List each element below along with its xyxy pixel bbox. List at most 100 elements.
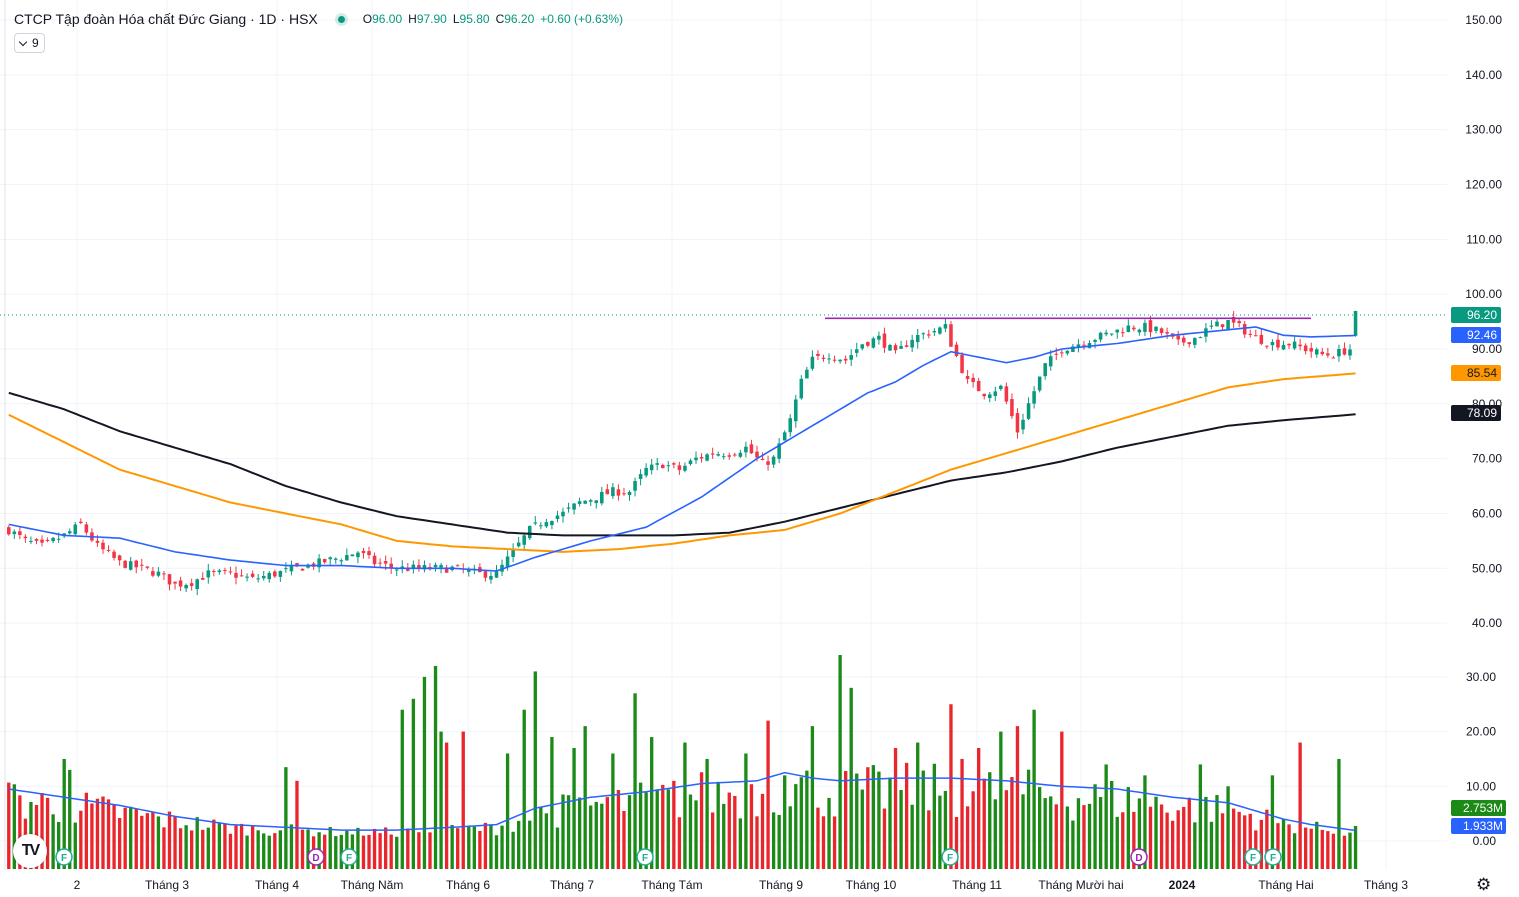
event-d-marker[interactable]: D (307, 848, 325, 866)
volume-bar (18, 795, 22, 869)
volume-bar (167, 811, 172, 869)
volume-bar (300, 829, 305, 869)
ma-long-badge-bg (1451, 405, 1501, 421)
event-f-marker[interactable]: F (55, 848, 73, 866)
x-tick-label: Tháng 9 (759, 878, 803, 892)
volume-bar (411, 698, 416, 869)
candle-body (788, 418, 793, 433)
event-f-marker[interactable]: F (941, 848, 959, 866)
candle-body (350, 554, 355, 557)
volume-bar (938, 795, 942, 869)
gear-icon[interactable]: ⚙ (1476, 875, 1492, 894)
volume-bar (428, 832, 432, 869)
candle-body (1314, 349, 1319, 355)
candle-body (356, 552, 360, 558)
volume-bar (140, 815, 144, 869)
volume-bar (511, 831, 515, 869)
candle-body (45, 539, 50, 541)
volume-bar (971, 791, 975, 869)
candle-body (694, 457, 698, 461)
candle-body (505, 556, 510, 568)
candle-body (444, 567, 449, 573)
volume-bar (400, 709, 404, 869)
volume-bar (1270, 775, 1275, 869)
volume-bar (1015, 726, 1020, 869)
x-tick-label: Tháng Mười hai (1038, 878, 1123, 892)
candle-body (223, 570, 227, 572)
volume-bar (456, 828, 460, 869)
indicators-toggle-button[interactable]: 9 (14, 33, 45, 53)
candle-body (1159, 328, 1164, 334)
candle-body (1265, 345, 1269, 347)
candle-body (1071, 346, 1075, 352)
volume-bar (766, 720, 770, 869)
candle-body (333, 558, 338, 560)
candle-body (234, 572, 238, 578)
symbol-title[interactable]: CTCP Tập đoàn Hóa chất Đức Giang · 1D · … (14, 11, 318, 27)
volume-bar (1187, 797, 1191, 869)
volume-bar (1165, 812, 1169, 869)
candle-body (250, 573, 255, 577)
event-f-marker[interactable]: F (1264, 848, 1282, 866)
volume-bar (134, 808, 138, 869)
price-tick-label: 110.00 (1466, 232, 1502, 246)
volume-bar (633, 693, 637, 869)
price-tick-label: 40.00 (1472, 616, 1502, 630)
volume-bar (95, 798, 100, 869)
volume-bar (212, 819, 216, 869)
candle-body (655, 463, 659, 465)
close-key: C (495, 12, 505, 26)
candle-body (1004, 386, 1009, 402)
volume-bar (982, 778, 986, 869)
candle-body (295, 563, 299, 567)
event-f-marker[interactable]: F (1244, 848, 1262, 866)
candle-body (1242, 324, 1247, 335)
candle-body (927, 334, 931, 336)
volume-bar (361, 835, 366, 869)
candle-body (1281, 344, 1286, 350)
volume-bar (594, 801, 598, 869)
candle-body (716, 454, 720, 456)
volume-bar (977, 748, 981, 869)
candle-body (317, 558, 321, 568)
volume-bar (1304, 827, 1308, 869)
candle-body (849, 355, 853, 360)
volume-bar (722, 803, 726, 869)
volume-bar (1121, 812, 1125, 869)
volume-bar (378, 833, 382, 869)
candle-body (1054, 353, 1059, 355)
volume-bar (566, 795, 571, 869)
event-f-marker[interactable]: F (340, 848, 358, 866)
volume-bar (1331, 833, 1336, 869)
event-f-marker[interactable]: F (636, 848, 654, 866)
candle-body (328, 557, 332, 560)
candle-body (677, 465, 682, 470)
candle-body (843, 358, 848, 361)
candle-body (156, 571, 161, 576)
volume-bar (1037, 787, 1042, 869)
volume-bar (383, 827, 388, 869)
volume-bar (162, 827, 166, 869)
candle-body (666, 465, 671, 467)
candle-body (1198, 337, 1203, 339)
candle-body (688, 460, 693, 465)
candle-body (1237, 321, 1241, 324)
volume-bar (688, 794, 693, 869)
x-tick-label: Tháng 7 (550, 878, 594, 892)
volume-bar (921, 770, 925, 869)
volume-bar (1198, 764, 1203, 869)
volume-bar (262, 833, 266, 869)
tradingview-logo-icon[interactable]: TV (13, 834, 47, 868)
volume-bar (871, 765, 876, 869)
candle-body (1353, 311, 1358, 336)
volume-bar (855, 773, 859, 869)
candle-body (289, 565, 294, 572)
volume-bar (705, 758, 709, 869)
candle-body (633, 480, 637, 491)
event-d-marker[interactable]: D (1130, 848, 1148, 866)
candle-body (1126, 325, 1131, 332)
candle-body (544, 522, 549, 527)
volume-tick-label: 0.00 (1473, 834, 1497, 848)
candle-body (1015, 413, 1020, 433)
